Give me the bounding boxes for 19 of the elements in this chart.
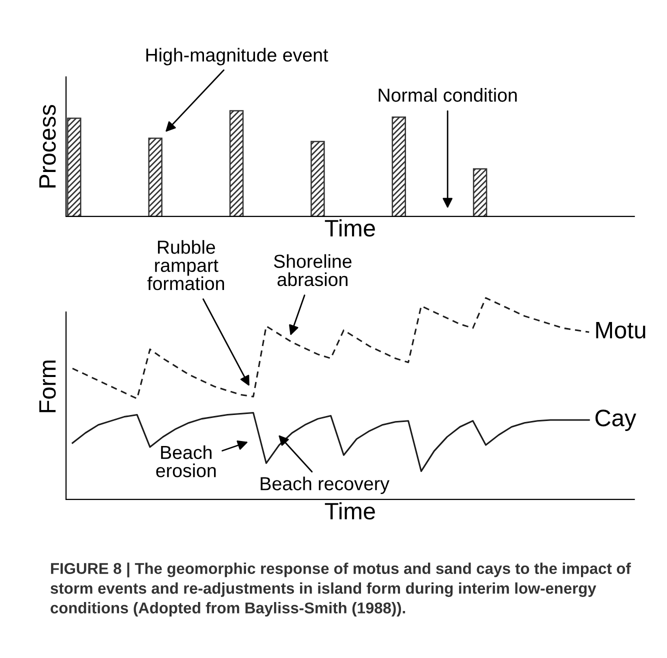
bar <box>310 140 325 216</box>
bar <box>229 110 244 216</box>
bar <box>148 138 162 216</box>
bar <box>67 118 82 216</box>
bar <box>472 168 488 216</box>
text: High-magnitude event <box>146 48 328 66</box>
x-axis-title: Time <box>324 502 375 520</box>
series-label: Motu <box>596 322 646 339</box>
caption: FIGURE 8 | The geomorphic response of motus and sand cays to the impact of storm events and re-adjustments in island form during interim low-energy conditions (Adopted from Bayliss-Smith (1988)). <box>50 562 631 617</box>
y-axis-title: Form <box>39 360 56 412</box>
y-axis-title: Process <box>39 104 56 188</box>
series-label: Cay <box>595 410 636 432</box>
text: Shoreline abrasion <box>274 254 352 286</box>
bar <box>392 116 406 216</box>
text: Normal condition <box>378 88 517 102</box>
annotation: Beach recovery <box>260 476 390 494</box>
text: Rubble rampart formation <box>147 240 224 290</box>
annotation: Beach erosion <box>156 445 216 478</box>
x-axis-title: Time <box>324 219 375 237</box>
